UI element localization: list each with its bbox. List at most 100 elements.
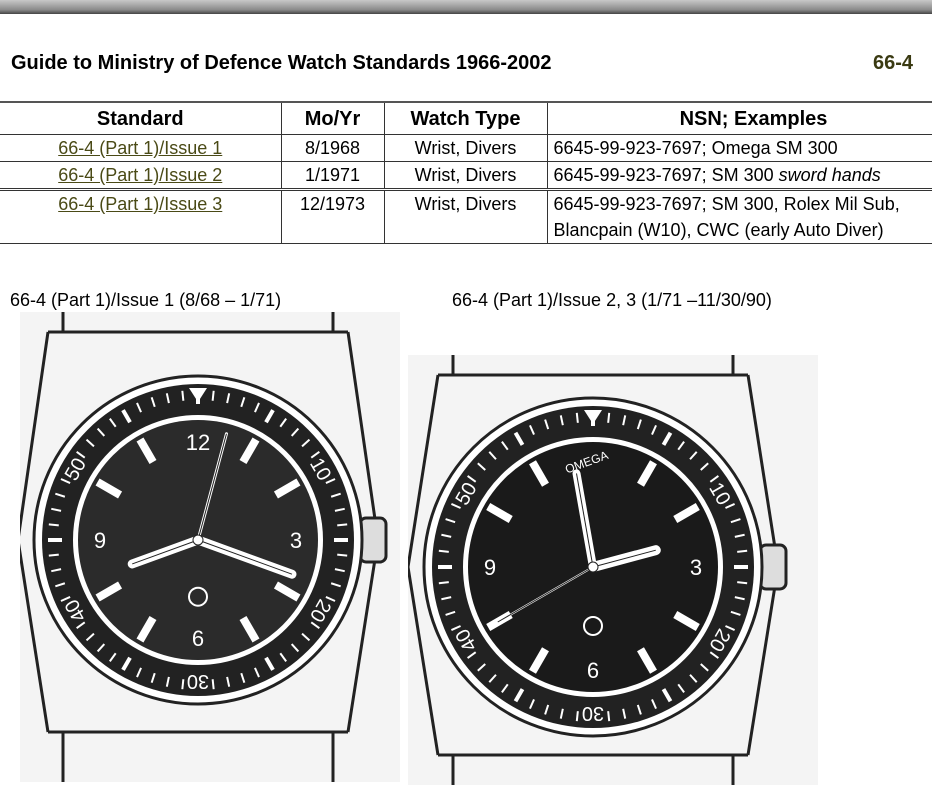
bezel-tick [700,663,709,672]
center-pin [587,561,599,573]
table-row: 66-4 (Part 1)/Issue 1 8/1968 Wrist, Dive… [0,134,932,162]
table-row: 66-4 (Part 1)/Issue 2 1/1971 Wrist, Dive… [0,161,932,190]
column-header: Standard [0,101,282,135]
hour-marker [136,437,157,465]
bezel-tick [529,424,535,435]
type-cell: Wrist, Divers [383,189,548,244]
tritium-t-symbol [583,615,603,636]
nsn-text: Blancpain (W10), CWC (early Auto Diver) [553,220,884,240]
bezel-tick [337,523,348,527]
bezel-tick [226,676,231,687]
bezel-tick [689,674,698,683]
bezel-tick [725,503,736,509]
figure-caption-issue-2-3: 66-4 (Part 1)/Issue 2, 3 (1/71 –11/30/90… [452,290,772,310]
hour-marker [239,437,260,465]
bezel-tick [334,507,345,512]
bezel-tick [529,699,535,710]
column-header: Watch Type [383,101,548,135]
bezel-tick [325,596,336,602]
bezel-tick [109,652,117,662]
bezel-tick [136,667,142,678]
bezel-tick [279,652,287,662]
bezel-tick [622,708,627,719]
bezel-tick [441,596,452,601]
bezel-tick [677,683,685,693]
minute-hand-outline [576,473,594,568]
type-cell: Wrist, Divers [383,134,548,162]
bezel-tick [607,711,611,722]
bezel-tick [477,462,486,471]
bezel-tick [211,679,215,690]
bezel-tick [301,632,311,642]
bezel-tick [737,549,748,553]
bezel-tick [450,503,461,509]
bezel-tick [730,518,741,524]
bezel-tick [254,402,260,413]
bezel-tick [48,553,59,557]
moyr-cell: 12/1973 [280,189,385,244]
hour-marker [637,460,657,487]
hour-marker [95,581,123,602]
bezel-tick [96,427,106,437]
table-header-row: Standard Mo/Yr Watch Type NSN; Examples [0,101,932,135]
bezel-tick [488,451,497,460]
crown [758,543,788,591]
bezel-tick [310,621,320,629]
bezel-tick [467,475,477,483]
dial-numeral: 3 [290,528,302,553]
hour-marker [673,503,700,523]
nsn-cell: 6645-99-923-7697; SM 300 sword hands [546,161,932,190]
hour-marker [529,460,549,487]
bezel-tick [48,523,59,527]
standard-link[interactable]: 66-4 (Part 1)/Issue 1 [58,138,223,158]
nsn-text: 6645-99-923-7697; Omega SM 300 [553,138,838,158]
table-row: 66-4 (Part 1)/Issue 3 12/1973 Wrist, Div… [0,189,932,244]
hour-marker [486,503,513,523]
bezel-tick [730,610,741,616]
bezel-tick [240,672,246,683]
dial-numeral: 6 [587,658,599,683]
nsn-text: 6645-99-923-7697; SM 300, Rolex Mil Sub, [553,194,900,214]
bezel-tick [636,419,642,430]
bezel-number: 30 [187,670,209,692]
bezel-tick [334,568,345,573]
bezel-tick [441,533,452,538]
bezel-tick [677,441,685,451]
standard-link[interactable]: 66-4 (Part 1)/Issue 3 [58,194,223,214]
bezel-tick [438,549,449,553]
bezel-tick [544,704,550,715]
bezel-tick [165,393,170,404]
bezel-tick [51,507,62,512]
bezel-tick [445,518,456,524]
nsn-cell: 6645-99-923-7697; Omega SM 300 [546,134,932,162]
dial-numeral: 3 [690,555,702,580]
hour-marker [529,647,549,674]
bezel-tick [226,393,231,404]
bezel-tick [709,475,719,483]
hour-marker [273,478,301,499]
bezel-tick [737,581,748,585]
bezel-tick [651,699,657,710]
standard-link[interactable]: 66-4 (Part 1)/Issue 2 [58,165,223,185]
bezel-triangle [584,410,602,424]
bezel-tick [501,683,509,693]
bezel-number: 30 [582,702,604,724]
dial-numeral: 6 [192,626,204,651]
nsn-text: 6645-99-923-7697; SM 300 [553,165,779,185]
bezel-tick [438,581,449,585]
bezel-tick [121,656,132,671]
bezel-tick [636,704,642,715]
bezel-tick [136,402,142,413]
hour-marker [95,478,123,499]
bezel-tick [279,418,287,428]
bezel-tick [488,674,497,683]
bezel-tick [76,621,86,629]
dial-numeral: 12 [186,430,210,455]
standard-code: 66-4 [873,52,914,74]
bezel-tick [467,651,477,659]
minute-hand-outline [197,539,293,575]
bezel-tick [622,415,627,426]
second-hand-outline [497,566,594,623]
bezel-tick [709,651,719,659]
